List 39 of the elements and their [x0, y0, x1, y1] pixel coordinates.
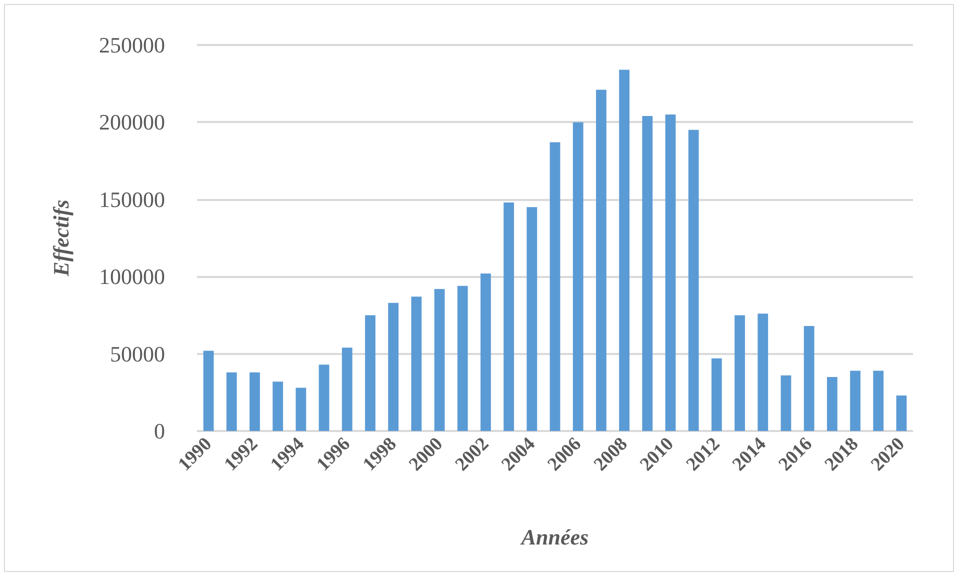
y-tick-label: 200000: [99, 110, 165, 135]
bar: [758, 314, 768, 431]
bar: [203, 350, 214, 431]
bar: [688, 130, 699, 431]
bar: [572, 122, 584, 431]
bar: [388, 302, 399, 431]
bar: [272, 382, 284, 431]
bar: [596, 90, 606, 431]
bar: [619, 70, 630, 431]
bar: [296, 388, 306, 431]
y-tick-label: 50000: [110, 341, 165, 366]
bar: [504, 202, 514, 431]
bar: [711, 358, 722, 431]
bar: [896, 395, 907, 431]
y-axis-title: Effectifs: [48, 200, 74, 278]
y-tick-label: 100000: [99, 264, 165, 290]
x-axis-title: Années: [519, 524, 589, 550]
bar: [873, 370, 884, 431]
bar: [250, 372, 260, 431]
bar: [642, 116, 653, 431]
bar: [550, 142, 560, 431]
bar: [480, 274, 491, 431]
bar: [734, 315, 745, 431]
bar: [411, 296, 422, 431]
bar: [665, 114, 676, 431]
bar: [804, 326, 814, 431]
bar: [318, 364, 330, 431]
bar: [826, 376, 838, 431]
y-tick-label: 0: [154, 418, 165, 444]
y-tick-label: 250000: [99, 32, 165, 58]
bar: [342, 348, 352, 431]
bar: [850, 370, 860, 431]
y-tick-label: 150000: [99, 186, 165, 212]
bar: [226, 372, 237, 431]
bar: [457, 286, 468, 431]
bar: [780, 375, 792, 431]
bar: [526, 207, 538, 431]
bar: [365, 315, 376, 431]
bar: [434, 288, 445, 431]
